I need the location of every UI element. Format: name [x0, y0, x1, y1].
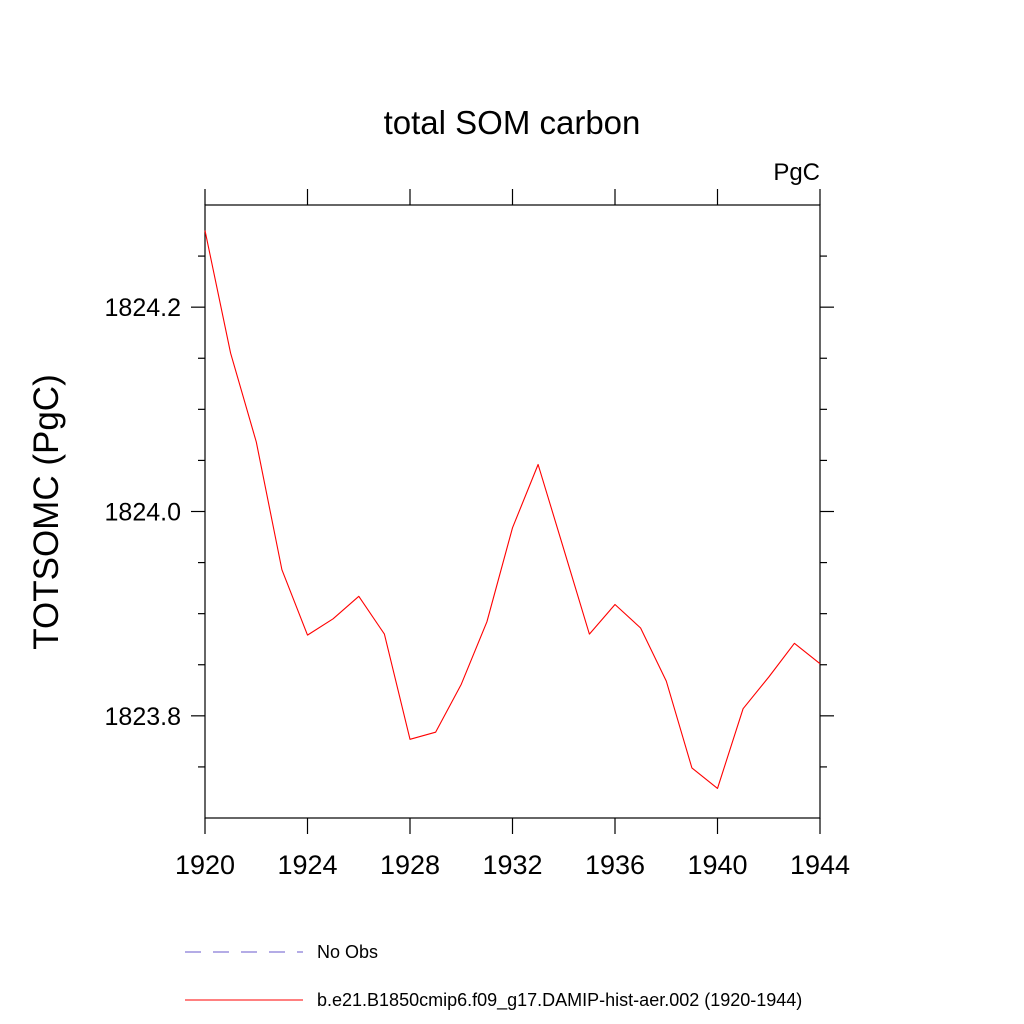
legend-label: No Obs	[317, 942, 378, 962]
chart-title: total SOM carbon	[384, 104, 641, 141]
x-tick-label: 1928	[380, 850, 440, 880]
x-tick-label: 1940	[687, 850, 747, 880]
x-tick-label: 1920	[175, 850, 235, 880]
series-lines	[204, 230, 821, 789]
y-tick-label: 1824.0	[105, 499, 181, 527]
y-tick-label: 1824.2	[105, 294, 181, 322]
x-tick-label: 1944	[790, 850, 850, 880]
y-tick-label: 1823.8	[105, 703, 181, 731]
x-tick-label: 1924	[277, 850, 337, 880]
x-tick-label: 1932	[482, 850, 542, 880]
legend-label: b.e21.B1850cmip6.f09_g17.DAMIP-hist-aer.…	[317, 990, 802, 1011]
y-axis-label: TOTSOMC (PgC)	[27, 374, 66, 649]
x-tick-label: 1936	[585, 850, 645, 880]
plot-frame	[204, 204, 821, 819]
legend: No Obs b.e21.B1850cmip6.f09_g17.DAMIP-his…	[185, 942, 802, 1011]
series-line	[204, 230, 821, 789]
axes: 1823.8 1824.0 1824.2 1920 1924 1928 1932 1936 19…	[105, 189, 850, 880]
units-label: PgC	[773, 159, 820, 186]
